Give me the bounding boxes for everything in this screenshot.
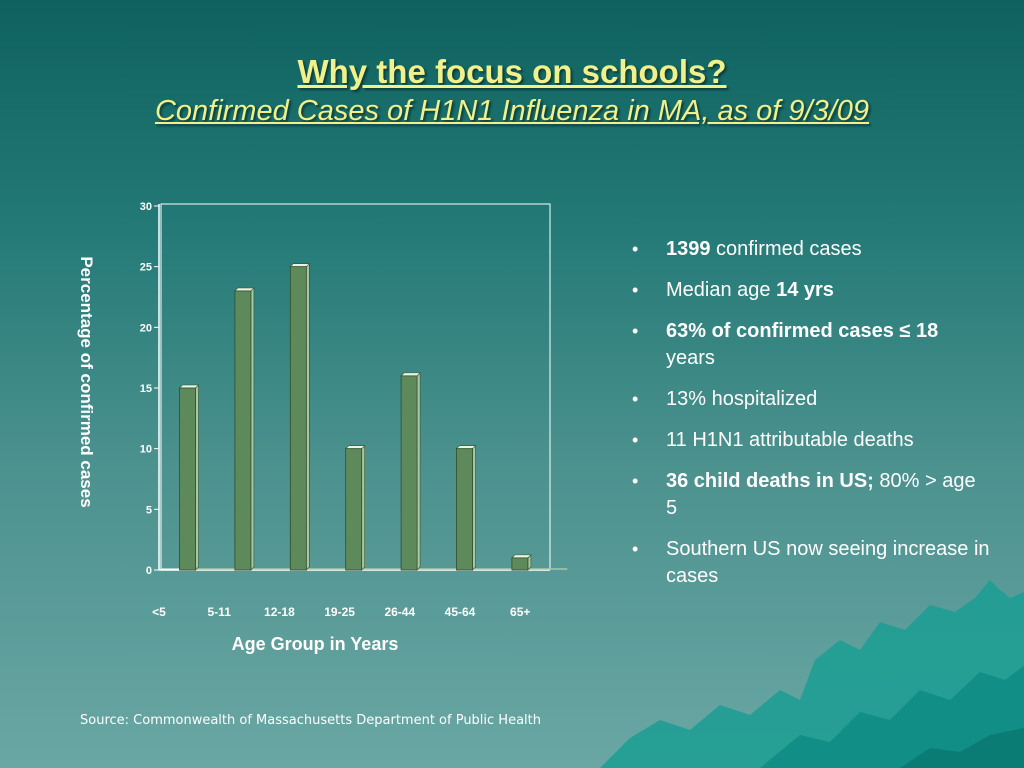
bar-side bbox=[250, 287, 255, 571]
bar-side bbox=[305, 262, 310, 571]
bullet-item: 11 H1N1 attributable deaths bbox=[630, 427, 990, 454]
x-axis-ticks: <5 5-11 12-18 19-25 26-44 45-64 65+ bbox=[152, 605, 530, 619]
bar-top bbox=[511, 554, 532, 559]
bullet-text: years bbox=[666, 347, 715, 369]
x-tick-label: 19-25 bbox=[324, 605, 355, 619]
bullet-text: confirmed cases bbox=[710, 238, 862, 260]
y-tick-label: 20 bbox=[140, 322, 152, 334]
bar-front bbox=[289, 266, 307, 571]
bullet-item: 1399 confirmed cases bbox=[630, 236, 990, 263]
bar bbox=[511, 554, 568, 571]
slide-header: Why the focus on schools? Confirmed Case… bbox=[0, 52, 1024, 130]
x-tick-label: 65+ bbox=[510, 605, 530, 619]
y-tick-label: 10 bbox=[140, 444, 152, 456]
bullet-item: Median age 14 yrs bbox=[630, 277, 990, 304]
bar bbox=[344, 444, 402, 571]
bar bbox=[455, 444, 512, 571]
x-tick-label: 5-11 bbox=[208, 605, 232, 619]
bullet-item: 36 child deaths in US; 80% > age 5 bbox=[630, 468, 990, 522]
y-tick-label: 25 bbox=[140, 262, 152, 274]
y-tick-label: 30 bbox=[140, 201, 152, 213]
bullet-item: 63% of confirmed cases ≤ 18 years bbox=[630, 318, 990, 372]
x-tick-label: 12-18 bbox=[264, 605, 295, 619]
bullet-bold: 1399 bbox=[666, 238, 711, 260]
y-tick-label: 0 bbox=[146, 565, 152, 577]
bar-top bbox=[455, 445, 477, 449]
bullet-item: Southern US now seeing increase in cases bbox=[630, 536, 990, 590]
bullet-bold: 36 child deaths in US; bbox=[666, 470, 874, 492]
bar-front bbox=[456, 448, 473, 571]
bar-side bbox=[416, 372, 421, 571]
bar-top bbox=[234, 287, 255, 292]
x-axis-title: Age Group in Years bbox=[232, 634, 399, 654]
bars bbox=[178, 262, 568, 571]
bullet-text: Median age bbox=[666, 279, 777, 301]
bar-front bbox=[234, 290, 252, 571]
slide-subtitle: Confirmed Cases of H1N1 Influenza in MA,… bbox=[154, 95, 870, 127]
bullet-text: 80% > age 5 bbox=[666, 470, 976, 519]
bar bbox=[178, 384, 235, 571]
bar bbox=[234, 287, 291, 571]
bar-side bbox=[361, 444, 366, 571]
bar-top bbox=[178, 384, 200, 389]
bar-top bbox=[289, 263, 311, 267]
bullet-list: 1399 confirmed cases Median age 14 yrs 6… bbox=[630, 236, 990, 604]
bullet-bold: 63% of confirmed cases ≤ 18 bbox=[666, 320, 939, 342]
x-tick-label: 26-44 bbox=[384, 605, 415, 619]
bar-front bbox=[511, 557, 529, 571]
bar bbox=[289, 262, 346, 571]
bar-side bbox=[195, 384, 199, 571]
bullet-text: 13% hospitalized bbox=[666, 388, 818, 410]
bullet-bold: 14 yrs bbox=[776, 279, 834, 301]
bar-top bbox=[344, 445, 366, 449]
bar-side bbox=[472, 444, 476, 571]
bar-front bbox=[400, 375, 418, 571]
bar-front bbox=[345, 448, 363, 571]
bar-front bbox=[179, 387, 196, 571]
y-tick-label: 15 bbox=[140, 383, 152, 395]
bullet-item: 13% hospitalized bbox=[630, 386, 990, 413]
bar-top bbox=[400, 372, 421, 377]
y-axis-title: Percentage of confirmed cases bbox=[77, 256, 96, 507]
source-note: Source: Commonwealth of Massachusetts De… bbox=[80, 713, 541, 728]
x-tick-label: 45-64 bbox=[445, 605, 476, 619]
x-tick-label: <5 bbox=[152, 605, 166, 619]
bullet-text: 11 H1N1 attributable deaths bbox=[666, 429, 914, 451]
y-axis-ticks: 0 5 10 15 20 25 30 bbox=[140, 201, 159, 577]
bar bbox=[400, 372, 457, 571]
bullet-text: Southern US now seeing increase in cases bbox=[666, 538, 990, 587]
y-tick-label: 5 bbox=[146, 504, 152, 516]
slide-title: Why the focus on schools? bbox=[297, 53, 727, 90]
